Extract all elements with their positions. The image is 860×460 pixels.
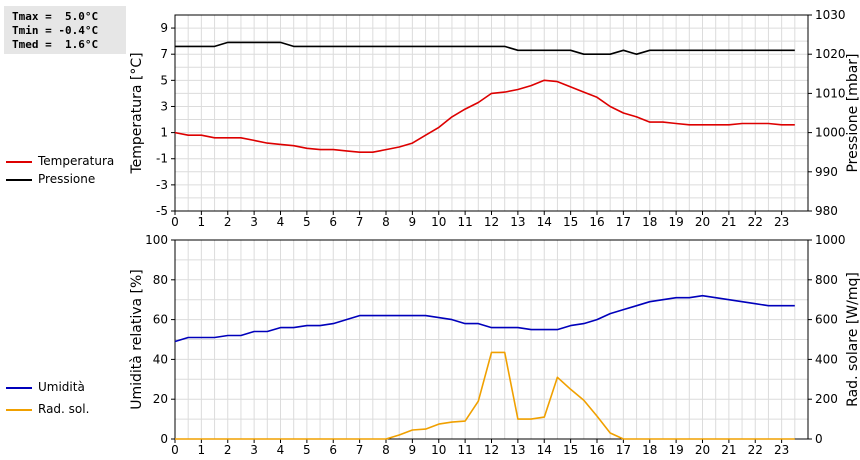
legend-label-umidita: Umidità	[38, 380, 85, 394]
y-tick-label-right: 1030	[815, 8, 846, 22]
x-tick-label: 11	[457, 215, 472, 229]
y-axis-label-left: Temperatura [°C]	[129, 52, 145, 174]
y-tick-label-left: 60	[153, 313, 168, 327]
x-tick-label: 4	[277, 215, 285, 229]
y-tick-label-left: 100	[145, 233, 168, 247]
y-axis-label-right: Pressione [mbar]	[845, 53, 860, 172]
x-tick-label: 4	[277, 443, 285, 457]
y-tick-label-right: 1000	[815, 233, 846, 247]
x-tick-label: 15	[563, 215, 578, 229]
legend-label-temperatura: Temperatura	[38, 154, 115, 168]
y-tick-label-left: 5	[160, 73, 168, 87]
y-tick-label-right: 600	[815, 313, 838, 327]
series-line-umidit	[174, 294, 795, 343]
y-tick-label-left: 80	[153, 273, 168, 287]
y-tick-label-left: -1	[156, 152, 168, 166]
x-tick-label: 19	[668, 215, 683, 229]
x-tick-label: 23	[774, 443, 789, 457]
y-tick-label-right: 980	[815, 204, 838, 218]
series-line-temperatura	[174, 79, 795, 153]
x-tick-label: 3	[250, 443, 258, 457]
y-tick-label-left: -3	[156, 178, 168, 192]
x-tick-label: 13	[510, 215, 525, 229]
x-tick-label: 18	[642, 443, 657, 457]
y-tick-label-left: 0	[160, 432, 168, 446]
y-tick-label-right: 1020	[815, 47, 846, 61]
x-tick-label: 18	[642, 215, 657, 229]
x-tick-label: 0	[171, 443, 179, 457]
legend-label-radsol: Rad. sol.	[38, 402, 90, 416]
legend-swatch-temperatura	[6, 161, 32, 163]
y-tick-label-left: -5	[156, 204, 168, 218]
x-tick-label: 16	[589, 443, 604, 457]
x-tick-label: 6	[329, 215, 337, 229]
x-tick-label: 22	[748, 215, 763, 229]
x-tick-label: 10	[431, 443, 446, 457]
x-tick-label: 10	[431, 215, 446, 229]
x-tick-label: 2	[224, 443, 232, 457]
x-tick-label: 7	[356, 443, 364, 457]
legend-swatch-pressione	[6, 179, 32, 181]
y-tick-label-right: 400	[815, 352, 838, 366]
x-tick-label: 2	[224, 215, 232, 229]
y-tick-label-left: 7	[160, 47, 168, 61]
x-tick-label: 13	[510, 443, 525, 457]
y-tick-label-right: 0	[815, 432, 823, 446]
x-tick-label: 5	[303, 443, 311, 457]
legend-label-pressione: Pressione	[38, 172, 96, 186]
stats-tmed: Tmed = 1.6°C	[12, 38, 99, 51]
stats-tmax: Tmax = 5.0°C	[12, 10, 99, 23]
x-tick-label: 1	[198, 215, 206, 229]
x-tick-label: 12	[484, 215, 499, 229]
x-tick-label: 11	[457, 443, 472, 457]
x-tick-label: 19	[668, 443, 683, 457]
x-tick-label: 20	[695, 443, 710, 457]
x-tick-label: 6	[329, 443, 337, 457]
y-tick-label-right: 1010	[815, 86, 846, 100]
x-tick-label: 21	[721, 215, 736, 229]
y-tick-label-left: 40	[153, 352, 168, 366]
y-tick-label-right: 800	[815, 273, 838, 287]
legend-swatch-radsol	[6, 409, 32, 411]
x-tick-label: 0	[171, 215, 179, 229]
x-tick-label: 16	[589, 215, 604, 229]
chart-panel-1: 0 1 2 3 4 5 6 7 8 9 10 11 12 13 14 15 16 17 18 19 20 21 22 2302…	[129, 233, 860, 457]
x-tick-label: 1	[198, 443, 206, 457]
x-tick-label: 21	[721, 443, 736, 457]
x-tick-label: 22	[748, 443, 763, 457]
y-tick-label-right: 1000	[815, 126, 846, 140]
x-tick-label: 8	[382, 215, 390, 229]
x-tick-label: 15	[563, 443, 578, 457]
stats-box: Tmax = 5.0°C Tmin = -0.4°C Tmed = 1.6°C	[4, 6, 126, 54]
series-line-rad-sol	[175, 351, 795, 440]
y-tick-label-left: 9	[160, 21, 168, 35]
x-tick-label: 12	[484, 443, 499, 457]
stats-tmin: Tmin = -0.4°C	[12, 24, 99, 37]
y-tick-label-left: 3	[160, 99, 168, 113]
y-tick-label-left: 20	[153, 392, 168, 406]
x-tick-label: 17	[616, 443, 631, 457]
legend-swatch-umidita	[6, 387, 32, 389]
series-line-pressione	[175, 41, 795, 56]
y-tick-label-left: 1	[160, 126, 168, 140]
x-tick-label: 23	[774, 215, 789, 229]
x-tick-label: 7	[356, 215, 364, 229]
x-tick-label: 14	[537, 215, 552, 229]
x-tick-label: 8	[382, 443, 390, 457]
y-tick-label-right: 200	[815, 392, 838, 406]
x-tick-label: 5	[303, 215, 311, 229]
x-tick-label: 14	[537, 443, 552, 457]
x-tick-label: 17	[616, 215, 631, 229]
x-tick-label: 9	[409, 215, 417, 229]
y-tick-label-right: 990	[815, 165, 838, 179]
chart-panel-0: 0 1 2 3 4 5 6 7 8 9 10 11 12 13 14 15 16 17 18 19 20 21 22 23-5…	[129, 8, 860, 229]
x-tick-label: 20	[695, 215, 710, 229]
y-axis-label-left: Umidità relativa [%]	[129, 269, 145, 410]
y-axis-label-right: Rad. solare [W/mq]	[845, 272, 860, 407]
x-tick-label: 9	[409, 443, 417, 457]
x-tick-label: 3	[250, 215, 258, 229]
